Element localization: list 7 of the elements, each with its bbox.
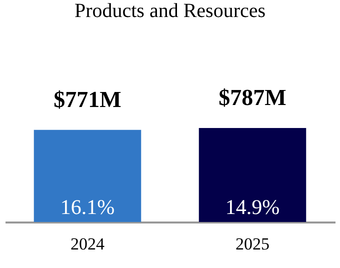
x-tick-label: 2025 — [236, 234, 270, 254]
annotation: 14.9% — [225, 195, 280, 219]
annotation: 16.1% — [60, 195, 115, 219]
x-tick-label: 2024 — [70, 234, 105, 254]
data-label: $787M — [218, 85, 287, 110]
data-label: $771M — [54, 86, 122, 112]
chart-title: Products and Resources — [73, 0, 267, 24]
